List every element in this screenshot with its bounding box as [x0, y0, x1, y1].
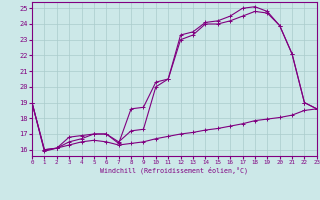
X-axis label: Windchill (Refroidissement éolien,°C): Windchill (Refroidissement éolien,°C)	[100, 167, 248, 174]
